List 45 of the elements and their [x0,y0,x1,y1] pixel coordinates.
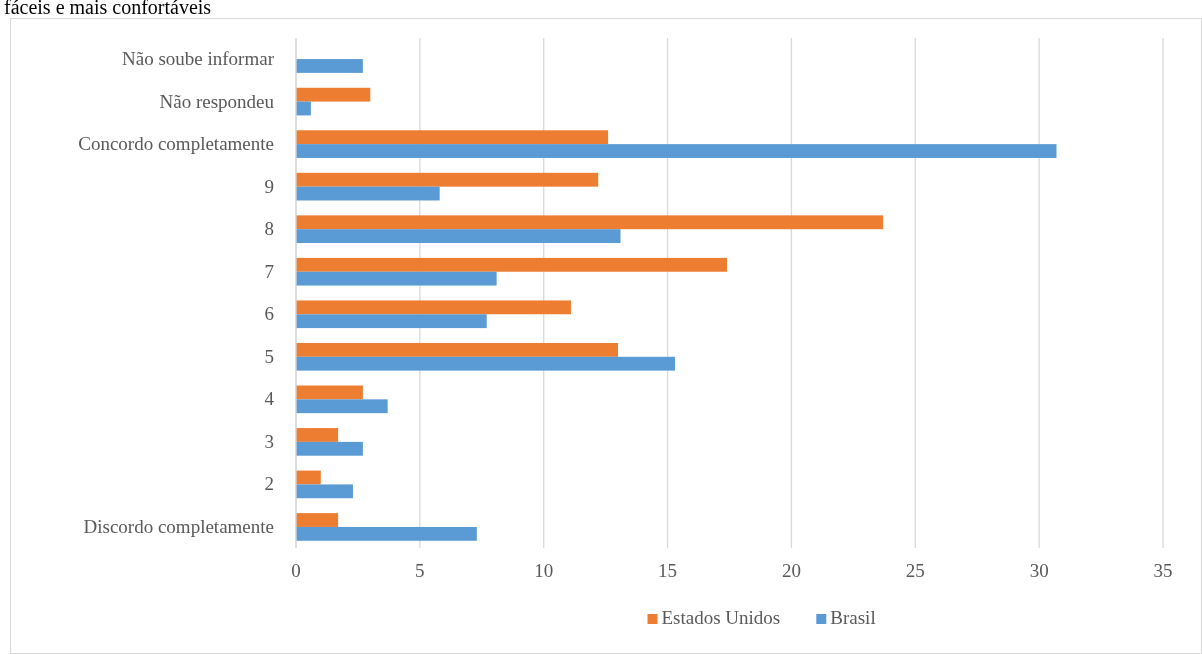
bar [296,356,675,371]
bar [296,513,339,527]
bar [296,59,363,73]
bar [296,229,621,244]
text: fáceis e mais confortáveis [4,0,212,18]
bar [296,385,363,400]
y-tick-label: 3 [264,430,274,452]
bar [296,470,321,485]
bar [296,215,884,230]
y-tick-label: Discordo completamente [83,515,274,537]
legend-label: Brasil [830,607,876,628]
bar [296,172,599,187]
bar [296,484,353,499]
x-tick-label: 20 [781,560,801,581]
y-tick-label: 4 [264,388,275,410]
y-tick-label: 7 [264,260,274,282]
x-tick-label: 0 [291,560,301,581]
bar [296,130,609,145]
bar [296,300,571,315]
x-tick-label: 30 [1029,560,1049,581]
x-tick-label: 35 [1153,560,1173,581]
y-tick-label: Não respondeu [159,90,275,112]
x-tick-label: 5 [415,560,425,581]
bar [296,87,371,102]
y-tick-label: 5 [264,345,274,367]
bar [296,441,363,456]
bar [296,144,1057,158]
bar [296,399,388,414]
bar [296,186,440,201]
y-tick-label: 6 [264,303,274,325]
y-tick-label: 9 [264,175,274,197]
bar [296,428,339,442]
bar [296,342,619,357]
bar [296,526,477,541]
x-tick-label: 25 [905,560,925,581]
bar [296,314,487,329]
legend-label: Estados Unidos [661,607,781,628]
y-tick-label: Não soube informar [122,48,275,70]
x-tick-label: 10 [534,560,554,581]
y-tick-label: 8 [264,218,274,240]
y-tick-label: Concordo completamente [78,133,274,155]
bar [296,257,728,272]
y-tick-label: 2 [264,473,274,495]
bar [296,271,497,286]
x-tick-label: 15 [658,560,678,581]
